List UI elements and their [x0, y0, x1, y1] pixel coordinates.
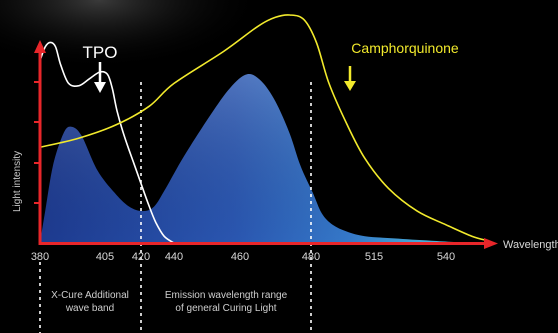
y-axis-arrowhead — [34, 40, 46, 53]
xcure-band-label-line1: X-Cure Additional — [51, 290, 129, 301]
x-tick-label: 480 — [302, 251, 320, 263]
x-tick-label: 460 — [231, 251, 249, 263]
absorption-lines — [39, 14, 489, 244]
emission-range-label-line2: of general Curing Light — [175, 303, 276, 314]
tpo-curve — [39, 41, 175, 244]
y-axis-label: Light intensity — [12, 151, 23, 212]
axes — [34, 40, 498, 249]
tpo-arrow — [94, 62, 106, 93]
x-axis-label: Wavelength — [503, 239, 558, 251]
x-tick-labels: 380 405 420 440 460 480 515 540 — [31, 251, 455, 263]
emission-range-label-line1: Emission wavelength range — [165, 290, 288, 301]
tpo-label: TPO — [83, 43, 118, 62]
x-tick-label: 405 — [96, 251, 114, 263]
emission-area-layer — [40, 74, 472, 244]
x-tick-label: 515 — [365, 251, 383, 263]
xcure-band-label-line2: wave band — [65, 303, 114, 314]
light-emission-area-highlight — [40, 74, 472, 244]
x-tick-label: 420 — [132, 251, 150, 263]
camphorquinone-curve — [39, 14, 489, 242]
x-tick-label: 380 — [31, 251, 49, 263]
x-tick-label: 540 — [437, 251, 455, 263]
camphorquinone-arrow — [344, 66, 356, 91]
camphorquinone-label: Camphorquinone — [351, 40, 459, 56]
x-axis-arrowhead — [484, 238, 498, 249]
band-boundaries — [39, 82, 312, 333]
x-tick-label: 440 — [165, 251, 183, 263]
